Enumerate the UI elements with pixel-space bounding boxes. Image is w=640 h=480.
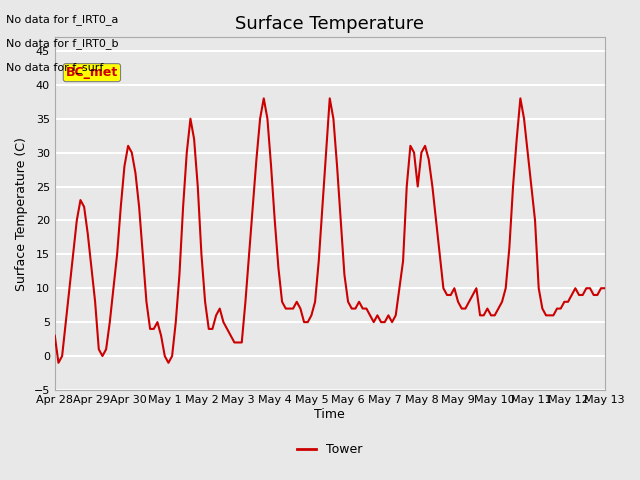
Title: Surface Temperature: Surface Temperature <box>236 15 424 33</box>
Text: BC_met: BC_met <box>66 66 118 79</box>
X-axis label: Time: Time <box>314 408 345 420</box>
Y-axis label: Surface Temperature (C): Surface Temperature (C) <box>15 137 28 290</box>
Text: No data for f_IRT0_b: No data for f_IRT0_b <box>6 38 119 49</box>
Legend: Tower: Tower <box>292 438 367 461</box>
Text: No data for f_IRT0_a: No data for f_IRT0_a <box>6 14 119 25</box>
Text: No data for f_surf: No data for f_surf <box>6 62 104 73</box>
